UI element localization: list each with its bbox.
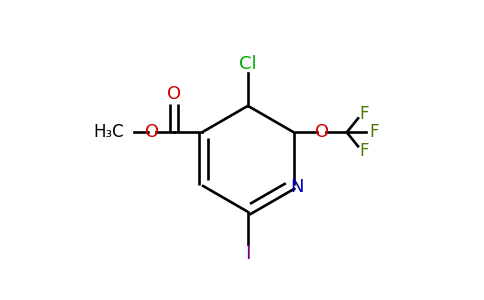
Text: F: F bbox=[359, 105, 369, 123]
Text: F: F bbox=[359, 142, 369, 160]
Text: N: N bbox=[290, 178, 304, 196]
Text: O: O bbox=[145, 123, 159, 141]
Text: Cl: Cl bbox=[239, 55, 257, 73]
Text: O: O bbox=[315, 123, 329, 141]
Text: O: O bbox=[167, 85, 181, 103]
Text: I: I bbox=[245, 244, 251, 263]
Text: H₃C: H₃C bbox=[93, 123, 124, 141]
Text: F: F bbox=[369, 123, 379, 141]
